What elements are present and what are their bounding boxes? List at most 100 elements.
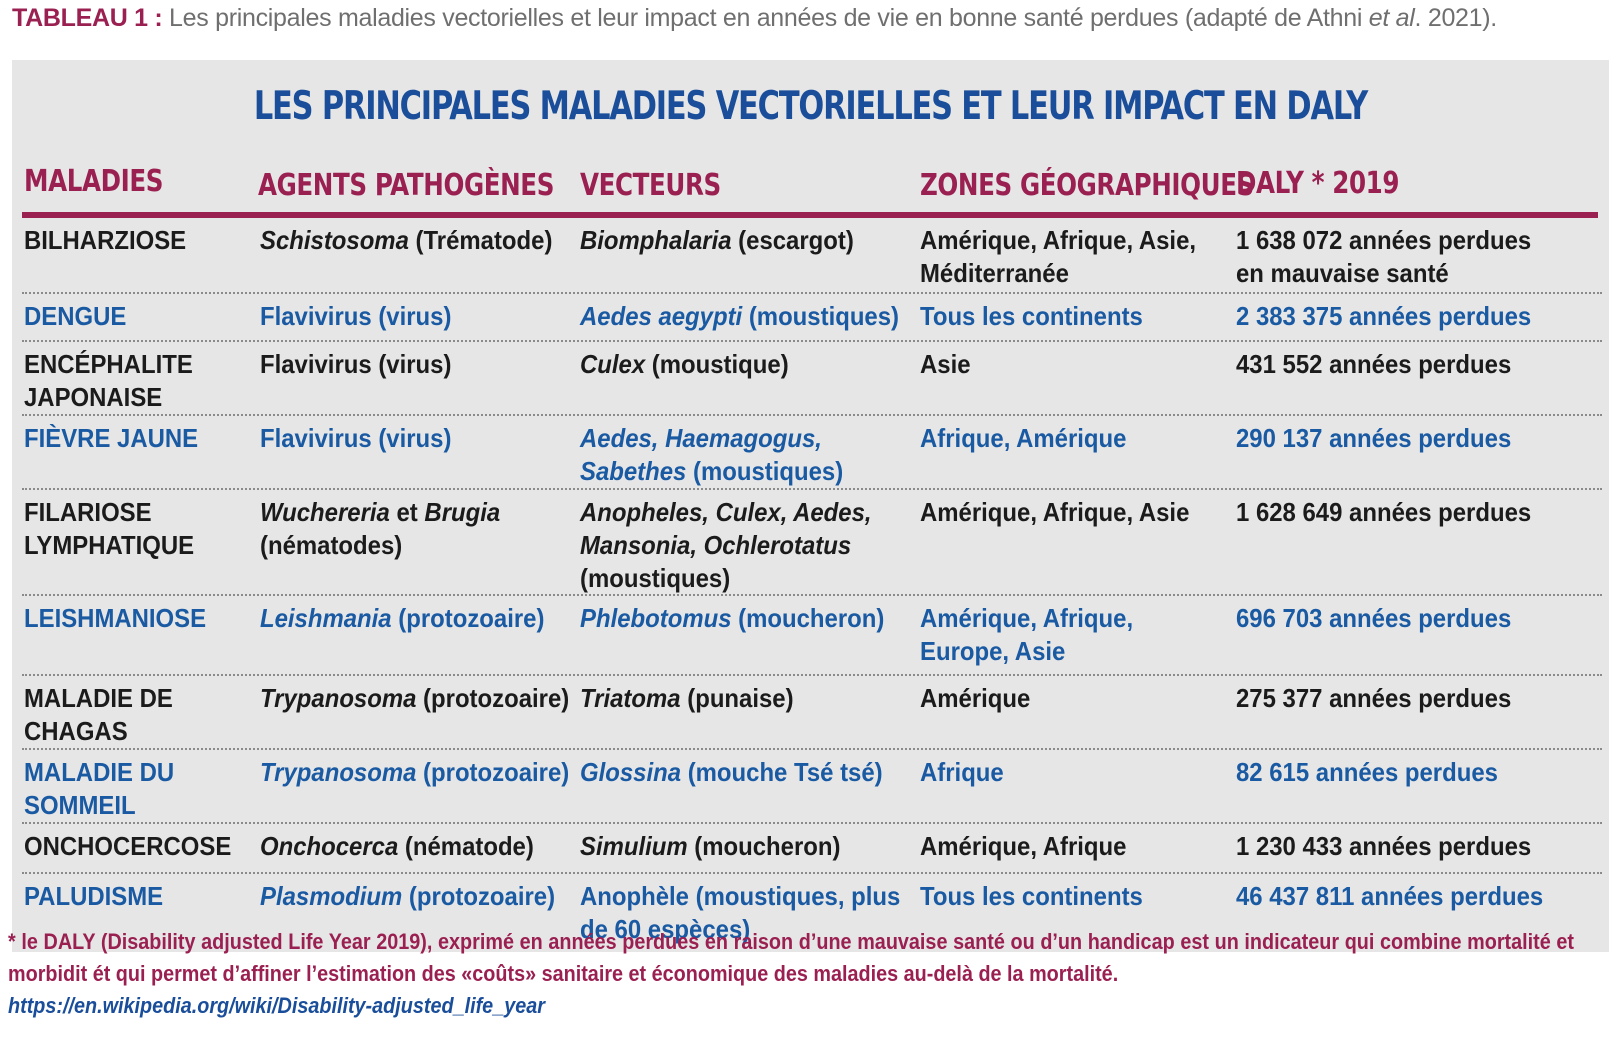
cell-agent: Trypanosoma (protozoaire) — [260, 756, 569, 789]
daly-line: 1 638 072 années perdues — [1236, 225, 1532, 255]
cell-daly: 46 437 811 années perdues — [1236, 880, 1543, 913]
vecteur-line: Sabethes (moustiques) — [580, 455, 843, 488]
vecteur-line: Simulium (moucheron) — [580, 830, 840, 863]
vecteur-line: Aedes aegypti (moustiques) — [580, 300, 899, 333]
vecteur-genus: Culex — [580, 349, 646, 379]
daly-line: 82 615 années perdues — [1236, 757, 1498, 787]
agent-line: Flavivirus (virus) — [260, 348, 451, 381]
vecteur-line: Culex (moustique) — [580, 348, 789, 381]
agent-type: Flavivirus (virus) — [260, 301, 452, 331]
daly-line: 2 383 375 années perdues — [1236, 301, 1532, 331]
cell-zones: Amérique — [920, 682, 1030, 715]
header-maladies: MALADIES — [24, 164, 164, 199]
cell-agent: Plasmodium (protozoaire) — [260, 880, 555, 913]
cell-zones: Amérique, Afrique — [920, 830, 1126, 863]
vecteur-type: (punaise) — [680, 683, 794, 713]
cell-vecteur: Anopheles, Culex, Aedes, Mansonia, Ochler… — [580, 496, 872, 595]
vecteur-line: Aedes, Haemagogus, — [580, 422, 843, 455]
cell-daly: 82 615 années perdues — [1236, 756, 1498, 789]
daly-line: 431 552 années perdues — [1236, 349, 1512, 379]
table-row: PALUDISME Plasmodium (protozoaire) Anophèl… — [22, 872, 1602, 966]
table-row: LEISHMANIOSE Leishmania (protozoaire) Phle… — [22, 594, 1602, 674]
maladie-line: PALUDISME — [24, 881, 164, 911]
cell-zones: Amérique, Afrique, Europe, Asie — [920, 602, 1133, 668]
agent-line: Onchocerca (nématode) — [260, 830, 534, 863]
daly-line: 290 137 années perdues — [1236, 423, 1512, 453]
cell-daly: 431 552 années perdues — [1236, 348, 1511, 381]
maladie-line: FILARIOSE — [24, 497, 152, 527]
cell-vecteur: Anophèle (moustiques, plus de 60 espèces) — [580, 880, 900, 946]
cell-maladie: ENCÉPHALITE JAPONAISE — [24, 348, 193, 414]
vecteur-genus: Anopheles, Culex, Aedes, — [580, 497, 872, 527]
agent-genus: Leishmania — [260, 603, 392, 633]
agent-type: (protozoaire) — [416, 757, 570, 787]
caption-italic: et al — [1368, 4, 1415, 32]
cell-maladie: MALADIE DE CHAGAS — [24, 682, 173, 748]
maladie-line: DENGUE — [24, 301, 127, 331]
agent-line: Plasmodium (protozoaire) — [260, 880, 555, 913]
cell-vecteur: Simulium (moucheron) — [580, 830, 840, 863]
daly-line: 275 377 années perdues — [1236, 683, 1512, 713]
maladie-line: FIÈVRE JAUNE — [24, 423, 199, 453]
maladie-line: JAPONAISE — [24, 382, 163, 412]
zones-line: Amérique, Afrique, Asie, — [920, 225, 1197, 255]
agent-type: (protozoaire) — [416, 683, 570, 713]
cell-agent: Schistosoma (Trématode) — [260, 224, 552, 257]
daly-line: 1 628 649 années perdues — [1236, 497, 1532, 527]
cell-maladie: MALADIE DU SOMMEIL — [24, 756, 174, 822]
zones-line: Méditerranée — [920, 258, 1069, 288]
footnote-link[interactable]: https://en.wikipedia.org/wiki/Disability… — [8, 993, 545, 1018]
vecteur-line: de 60 espèces) — [580, 913, 900, 946]
agent-type: Flavivirus (virus) — [260, 423, 452, 453]
agent-type: (protozoaire) — [391, 603, 545, 633]
cell-maladie: ONCHOCERCOSE — [24, 830, 231, 863]
agent-genus: Schistosoma — [260, 225, 409, 255]
cell-vecteur: Phlebotomus (moucheron) — [580, 602, 884, 635]
cell-agent: Flavivirus (virus) — [260, 300, 451, 333]
zones-line: Afrique — [920, 757, 1004, 787]
cell-agent: Leishmania (protozoaire) — [260, 602, 544, 635]
header-divider — [22, 212, 1598, 218]
vecteur-type: (mouche Tsé tsé) — [681, 757, 883, 787]
maladie-line: CHAGAS — [24, 716, 128, 746]
vecteur-genus: Glossina — [580, 757, 682, 787]
caption-label: TABLEAU 1 : — [12, 4, 163, 32]
table-row: MALADIE DU SOMMEIL Trypanosoma (protozoair… — [22, 748, 1602, 822]
vecteur-type: (moucheron) — [687, 831, 841, 861]
cell-agent: Onchocerca (nématode) — [260, 830, 534, 863]
vecteur-line: Anophèle (moustiques, plus — [580, 880, 900, 913]
daly-line: en mauvaise santé — [1236, 258, 1449, 288]
daly-line: 696 703 années perdues — [1236, 603, 1512, 633]
vecteur-genus: Biomphalaria — [580, 225, 732, 255]
vecteur-line: Phlebotomus (moucheron) — [580, 602, 884, 635]
table-header-row: MALADIES AGENTS PATHOGÈNES VECTEURS ZONE… — [22, 164, 1602, 210]
table-row: BILHARZIOSE Schistosoma (Trématode) Biomph… — [22, 218, 1602, 292]
cell-maladie: FILARIOSE LYMPHATIQUE — [24, 496, 194, 562]
cell-vecteur: Biomphalaria (escargot) — [580, 224, 854, 257]
cell-daly: 1 628 649 années perdues — [1236, 496, 1531, 529]
vecteur-line: Triatoma (punaise) — [580, 682, 794, 715]
cell-vecteur: Glossina (mouche Tsé tsé) — [580, 756, 883, 789]
table-title: LES PRINCIPALES MALADIES VECTORIELLES ET… — [253, 84, 1368, 129]
vecteur-genus: Triatoma — [580, 683, 681, 713]
zones-line: Tous les continents — [920, 881, 1143, 911]
agent-type: Flavivirus (virus) — [260, 349, 452, 379]
table-row: ONCHOCERCOSE Onchocerca (nématode) Simuliu… — [22, 822, 1602, 872]
header-agents: AGENTS PATHOGÈNES — [258, 168, 555, 203]
zones-line: Tous les continents — [920, 301, 1143, 331]
cell-daly: 696 703 années perdues — [1236, 602, 1511, 635]
table-row: ENCÉPHALITE JAPONAISE Flavivirus (virus) Cu… — [22, 340, 1602, 414]
vecteur-type: (moustique) — [645, 349, 789, 379]
cell-vecteur: Aedes aegypti (moustiques) — [580, 300, 899, 333]
zones-line: Amérique, Afrique, Asie — [920, 497, 1190, 527]
header-vecteurs: VECTEURS — [580, 168, 721, 203]
vecteur-type: (moucheron) — [731, 603, 885, 633]
table-row: MALADIE DE CHAGAS Trypanosoma (protozoaire… — [22, 674, 1602, 748]
vecteur-type: de 60 espèces) — [580, 914, 751, 944]
cell-daly: 290 137 années perdues — [1236, 422, 1511, 455]
cell-zones: Amérique, Afrique, Asie, Méditerranée — [920, 224, 1196, 290]
zones-line: Asie — [920, 349, 971, 379]
vecteur-line: Glossina (mouche Tsé tsé) — [580, 756, 883, 789]
agent-type: (nématode) — [398, 831, 534, 861]
agent-genus: Onchocerca — [260, 831, 399, 861]
